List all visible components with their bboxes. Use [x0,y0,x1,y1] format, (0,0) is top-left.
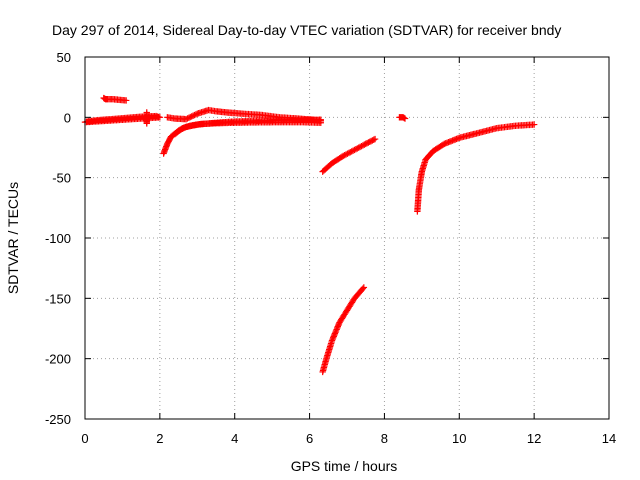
data-point-marker [189,112,197,119]
data-point-marker [355,144,362,151]
x-tick-label: 10 [452,431,466,446]
plot-frame [84,56,610,420]
data-point-marker [143,120,150,127]
data-point-marker [347,148,354,156]
data-point-marker [341,151,348,159]
data-point-marker [349,147,357,154]
y-tick-label: -250 [45,412,71,427]
data-point-marker [351,146,358,154]
data-points [81,94,538,376]
x-axis-label: GPS time / hours [291,458,398,474]
data-point-marker [188,113,195,120]
data-point-marker [371,135,379,143]
x-tick-label: 14 [602,431,616,446]
x-tick-label: 0 [81,431,88,446]
data-point-marker [352,145,360,153]
data-point-marker [340,152,347,160]
data-point-marker [358,142,365,150]
data-point-marker [345,149,353,157]
y-tick-label: -50 [52,171,71,186]
data-point-marker [530,121,538,128]
data-point-marker [185,114,193,121]
data-point-marker [191,111,198,119]
y-tick-label: -150 [45,291,71,306]
data-point-marker [192,111,200,118]
y-axis-label: SDTVAR / TECUs [5,182,21,294]
data-series-segment [414,121,538,215]
x-tick-label: 4 [231,431,238,446]
data-point-marker [348,148,355,155]
data-point-marker [361,141,368,148]
y-tick-label: 50 [57,50,71,65]
y-tick-label: -100 [45,231,71,246]
data-point-marker [342,151,350,158]
x-tick-label: 6 [306,431,313,446]
data-point-marker [359,142,367,149]
data-point-marker [400,114,408,122]
axis-ticks: 0 2 4 6 8 10 12 14 50 0 -50 -100 -150 -200 -250 [45,50,616,446]
data-point-marker [344,150,351,157]
grid-lines [85,57,609,419]
data-series-segment [319,284,368,376]
y-tick-label: 0 [64,110,71,125]
data-point-marker [122,97,130,104]
data-point-marker [187,113,194,121]
x-tick-label: 12 [527,431,541,446]
data-point-marker [184,115,191,122]
x-tick-label: 8 [381,431,388,446]
data-point-marker [356,143,364,151]
data-point-marker [317,119,324,126]
data-series-segment [319,135,379,175]
data-point-marker [360,284,368,291]
chart-title: Day 297 of 2014, Sidereal Day-to-day VTE… [52,22,561,38]
data-series-segment [81,112,164,126]
data-series-segment [143,109,150,127]
data-point-marker [401,115,409,122]
y-tick-label: -200 [45,352,71,367]
data-series-segment [100,94,130,104]
data-point-marker [182,115,190,123]
data-series-segment [171,118,324,138]
data-point-marker [354,145,361,152]
data-point-marker [359,285,367,292]
data-point-marker [370,136,377,143]
data-series-segment [396,114,409,122]
x-tick-label: 2 [156,431,163,446]
